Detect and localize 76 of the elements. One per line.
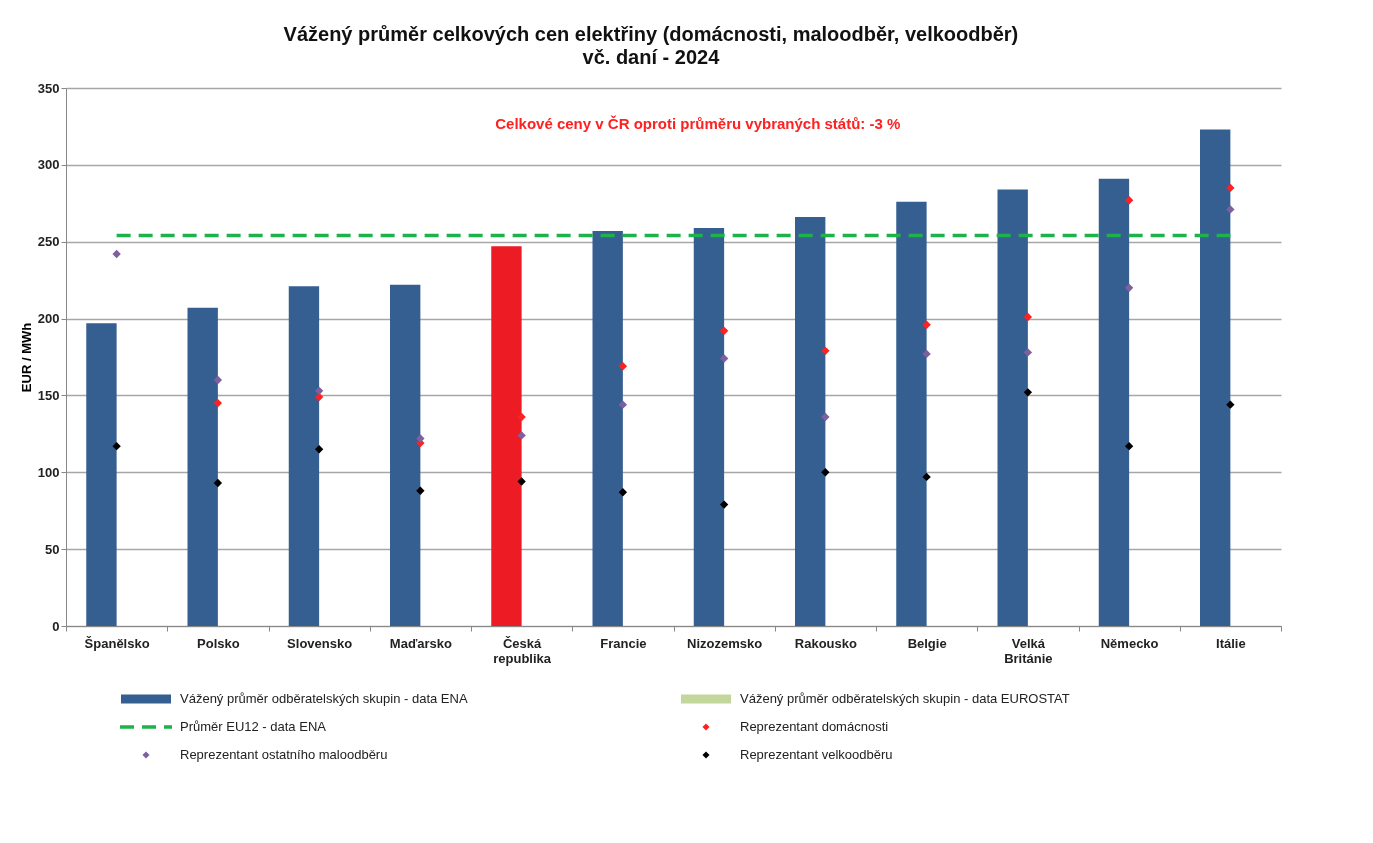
x-tick-label: Česká republika [493,635,552,666]
point [314,392,324,402]
x-tick-label: Nizozemsko [687,635,763,651]
point [517,412,526,422]
legend-label: Vážený průměr odběratelských skupin - data EUROSTAT [740,691,1070,706]
point [112,249,121,259]
y-tick-label: 100 [37,464,60,480]
point [821,346,830,356]
legend-label: Průměr EU12 - data ENA [180,719,327,734]
point [314,386,324,395]
x-tick-label: Francie [600,635,647,651]
x-tick-label: Německo [1100,635,1159,651]
point [1124,283,1134,293]
y-tick-label: 200 [37,311,60,327]
point [1226,183,1235,193]
bar [1098,178,1130,626]
point [213,478,223,488]
x-tick-label: Rakousko [794,635,857,651]
x-tick-label: Slovensko [287,635,353,651]
point [1124,441,1134,451]
x-tick-label: Polsko [197,635,240,651]
bar [288,286,320,626]
bar [896,201,927,626]
point [112,441,121,451]
point [618,488,628,497]
point [1023,348,1033,357]
x-tick-label: Španělsko [84,635,150,651]
point [618,400,628,409]
bar [1200,129,1231,626]
annotation: Celkové ceny v ČR oproti průměru vybraných států: -3 % [495,115,901,132]
point [922,472,931,482]
bar [997,189,1028,626]
legend-label: Reprezentant domácnosti [740,719,889,734]
point [922,320,931,329]
point [821,412,830,422]
bar [187,307,218,626]
point [416,486,425,495]
y-tick-label: 300 [37,157,60,173]
point [821,468,830,477]
point [213,398,223,408]
y-axis-title: EUR / MWh [18,322,34,393]
y-tick-label: 50 [45,541,60,557]
legend-label: Reprezentant ostatního maloodběru [180,747,388,762]
point [1226,205,1235,214]
point [1226,400,1235,409]
bar [592,230,623,626]
point [416,434,425,443]
chart-title: Vážený průměr celkových cen elektřiny (domácnosti, maloodběr, velkoodběr) [283,23,1019,45]
bar [795,217,826,626]
point [719,500,729,509]
point [314,445,324,454]
bar [693,227,725,626]
x-tick-label: Belgie [907,635,947,651]
point [213,375,223,385]
bar [491,246,522,626]
x-tick-label: Itálie [1216,635,1246,651]
point [517,477,526,486]
point [922,349,931,359]
y-tick-label: 150 [37,387,60,403]
point [719,326,729,336]
point [719,354,729,363]
legend-label: Vážený průměr odběratelských skupin - data ENA [180,691,468,706]
point [1023,312,1033,322]
x-tick-label: Velká Británie [1004,635,1053,666]
legend-label: Reprezentant velkoodběru [740,747,893,762]
bar [86,323,117,626]
x-tick-label: Maďarsko [389,635,452,651]
point [1023,388,1033,397]
point [1124,196,1134,205]
chart-subtitle: vč. daní - 2024 [582,46,721,68]
point [618,362,628,371]
y-tick-label: 0 [52,618,60,634]
y-tick-label: 350 [37,80,60,96]
bar [390,284,421,626]
y-tick-label: 250 [37,234,60,250]
point [517,431,526,440]
